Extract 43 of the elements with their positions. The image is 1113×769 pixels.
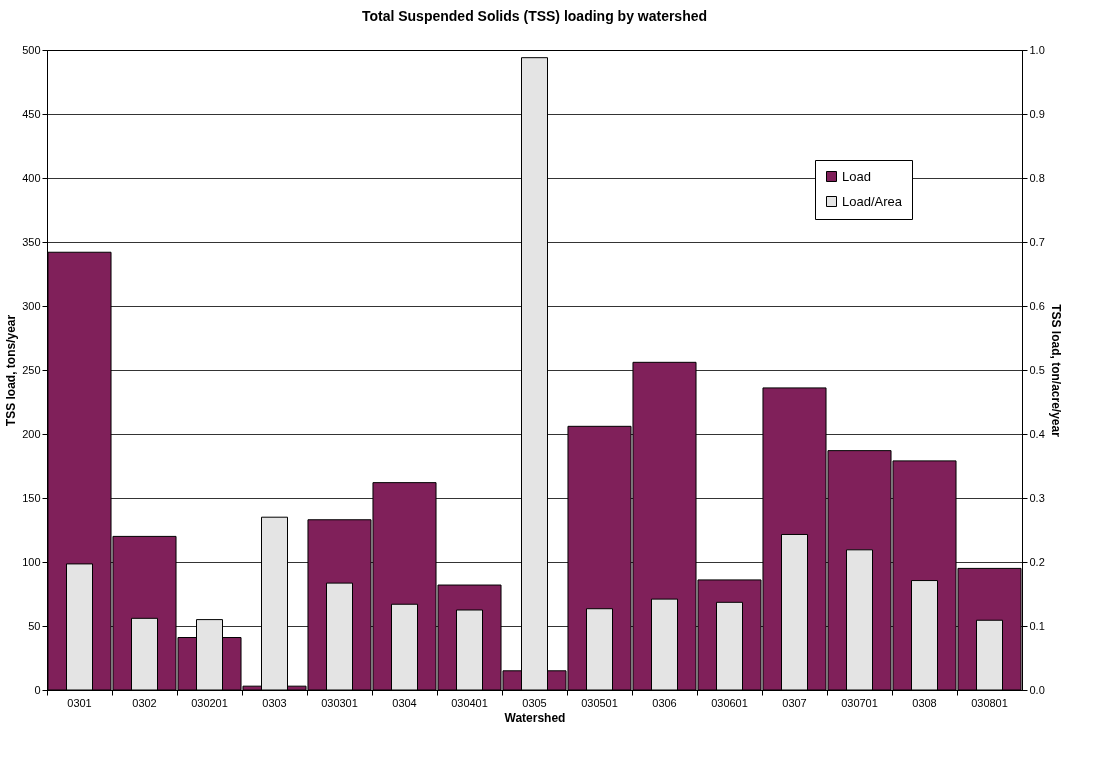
x-tick-label: 030601: [711, 696, 748, 709]
y-tick-label: 250: [22, 363, 41, 376]
y2-tick-label: 0.3: [1029, 491, 1045, 504]
y-tick-label: 400: [22, 171, 41, 184]
y2-tick-label: 0.9: [1029, 107, 1045, 120]
y-tick-label: 500: [22, 43, 41, 56]
chart-title: Total Suspended Solids (TSS) loading by watershed: [361, 8, 708, 24]
y-tick-label: 450: [22, 107, 41, 120]
y-tick-label: 50: [28, 619, 41, 632]
x-tick-label: 0302: [132, 696, 157, 709]
y2-axis-title: TSS load, ton/acre/year: [1048, 304, 1063, 438]
y2-tick-label: 0.1: [1029, 619, 1045, 632]
y2-tick-label: 0.6: [1029, 299, 1045, 312]
x-tick-label: 0308: [912, 696, 937, 709]
y-tick-label: 350: [22, 235, 41, 248]
y-tick-label: 300: [22, 299, 41, 312]
legend-label: Load/Area: [842, 193, 903, 209]
y2-tick-label: 1.0: [1029, 43, 1045, 56]
y2-tick-label: 0.2: [1029, 555, 1045, 568]
y2-tick-label: 0.8: [1029, 171, 1045, 184]
y-tick-label: 150: [22, 491, 41, 504]
x-tick-label: 0303: [262, 696, 287, 709]
x-tick-label: 0306: [652, 696, 677, 709]
x-tick-label: 0301: [67, 696, 92, 709]
y-axis-title: TSS load, tons/year: [4, 314, 19, 427]
legend-label: Load: [842, 168, 871, 184]
x-axis-title: Watershed: [504, 710, 566, 725]
x-tick-label: 0307: [782, 696, 807, 709]
y2-tick-label: 0.7: [1029, 235, 1045, 248]
x-tick-label: 030701: [841, 696, 878, 709]
x-tick-label: 0305: [522, 696, 547, 709]
x-tick-label: 030801: [971, 696, 1008, 709]
y-tick-label: 200: [22, 427, 41, 440]
x-tick-label: 030401: [451, 696, 488, 709]
y-tick-label: 0: [34, 683, 41, 696]
y-tick-label: 100: [22, 555, 41, 568]
x-tick-label: 0304: [392, 696, 417, 709]
y2-tick-label: 0.0: [1029, 683, 1045, 696]
y2-tick-label: 0.4: [1029, 427, 1045, 440]
x-tick-label: 030501: [581, 696, 618, 709]
x-tick-label: 030301: [321, 696, 358, 709]
y2-tick-label: 0.5: [1029, 363, 1045, 376]
x-tick-label: 030201: [191, 696, 228, 709]
